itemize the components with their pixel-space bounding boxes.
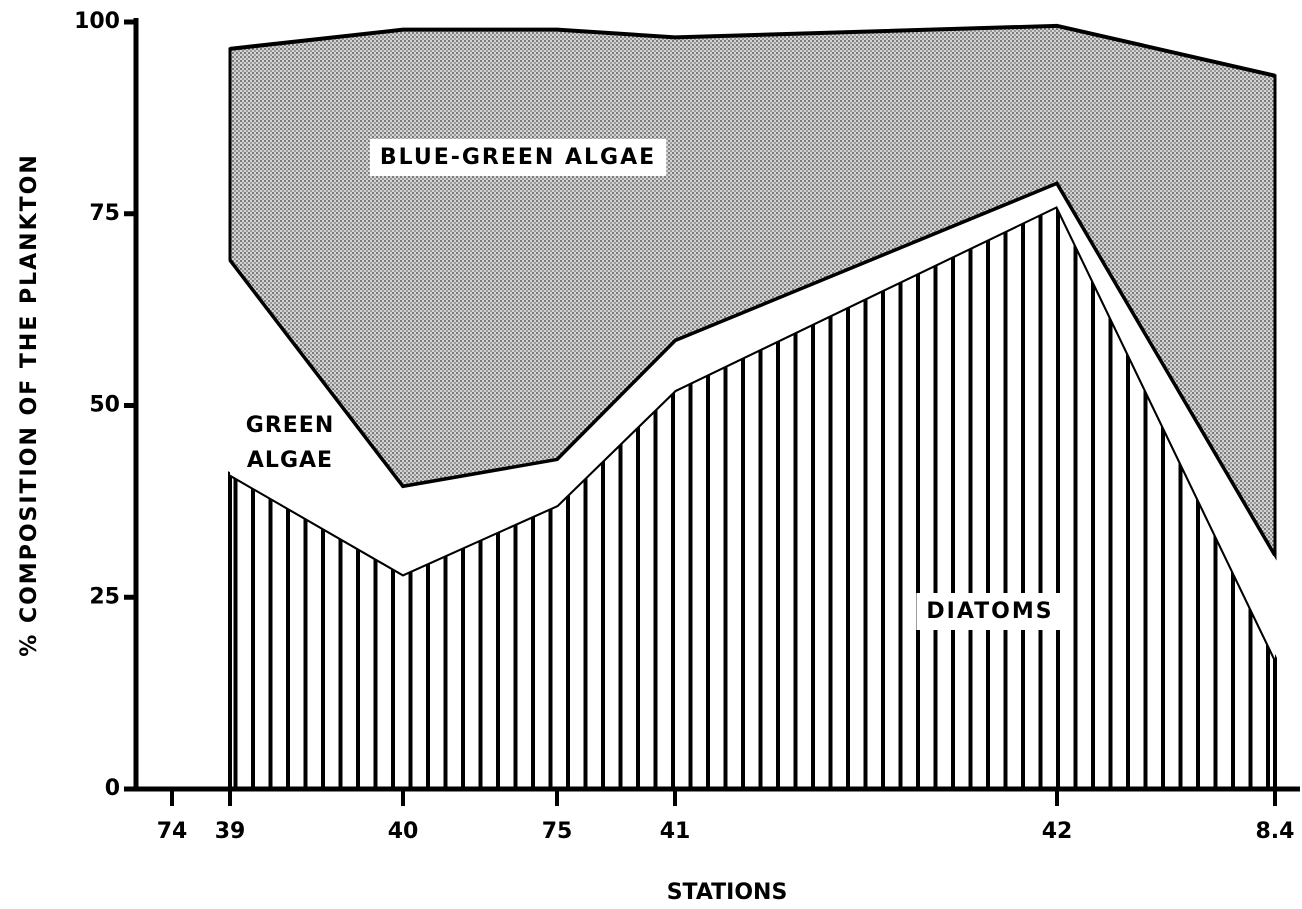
x-tick-label: 40 <box>388 819 419 844</box>
x-tick-label: 42 <box>1042 819 1073 844</box>
label-background <box>916 593 1064 630</box>
x-tick-label: 39 <box>215 819 246 844</box>
y-tick-label: 100 <box>74 9 120 34</box>
x-tick-label: 75 <box>542 819 573 844</box>
x-axis-label: STATIONS <box>667 880 788 905</box>
y-axis-label: % COMPOSITION OF THE PLANKTON <box>17 153 42 657</box>
y-tick-label: 75 <box>89 201 120 226</box>
x-tick-label: 74 <box>157 819 188 844</box>
y-tick-label: 50 <box>89 393 120 418</box>
area-label: BLUE-GREEN ALGAE <box>380 145 656 170</box>
x-tick-label: 8.4 <box>1256 819 1295 844</box>
area-top-line <box>229 23 1276 78</box>
area-label: GREEN ALGAE <box>245 413 335 473</box>
label-background <box>369 139 667 176</box>
y-tick-label: 25 <box>89 584 120 609</box>
area-label: DIATOMS <box>926 599 1053 624</box>
x-tick-label: 41 <box>660 819 691 844</box>
y-tick-label: 0 <box>105 776 120 801</box>
